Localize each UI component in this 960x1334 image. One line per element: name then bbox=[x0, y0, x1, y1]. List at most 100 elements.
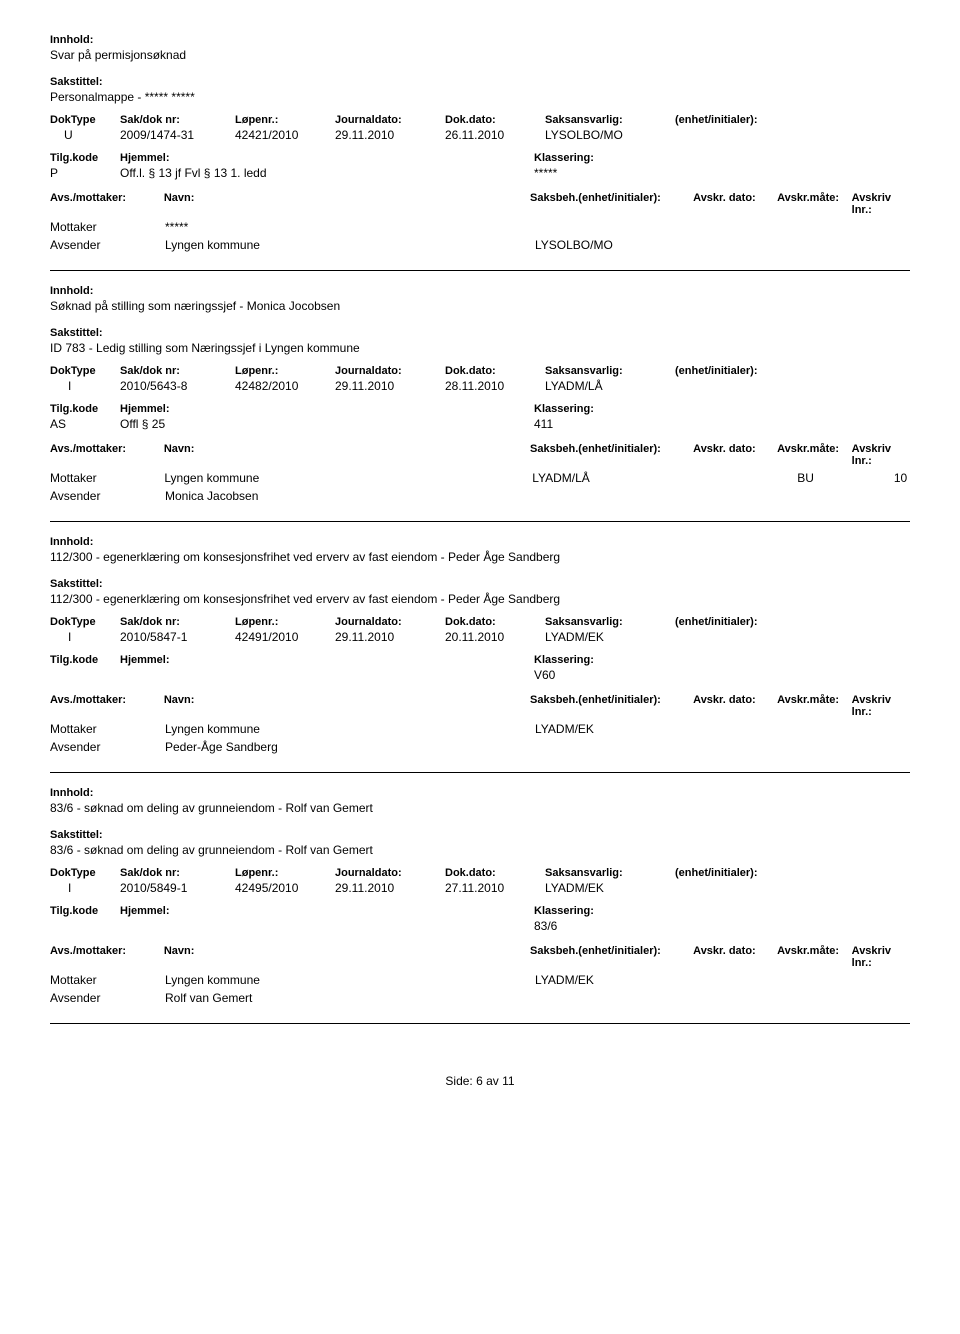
dokdato-header: Dok.dato: bbox=[445, 365, 545, 377]
sakstittel-text: ID 783 - Ledig stilling som Næringssjef … bbox=[50, 341, 910, 355]
party-row: Avsender Rolf van Gemert bbox=[50, 991, 910, 1005]
innhold-label: Innhold: bbox=[50, 34, 910, 46]
dokdato-value: 20.11.2010 bbox=[445, 630, 545, 644]
lopenr-header: Løpenr.: bbox=[235, 114, 335, 126]
party-role: Mottaker bbox=[50, 471, 164, 485]
column-headers: DokType Sak/dok nr: Løpenr.: Journaldato… bbox=[50, 365, 910, 377]
saknr-value: 2010/5643-8 bbox=[120, 379, 235, 393]
saksansvarlig-header: Saksansvarlig: bbox=[545, 616, 675, 628]
sakstittel-label: Sakstittel: bbox=[50, 829, 910, 841]
doktype-header: DokType bbox=[50, 616, 120, 628]
klassering-label: Klassering: bbox=[534, 654, 734, 666]
tilgkode-value: AS bbox=[50, 417, 120, 431]
journaldato-header: Journaldato: bbox=[335, 616, 445, 628]
record-divider bbox=[50, 270, 910, 271]
enhet-header: (enhet/initialer): bbox=[675, 867, 875, 879]
doktype-value: U bbox=[50, 128, 120, 142]
party-saksbeh bbox=[535, 220, 675, 234]
hjemmel-value: Offl § 25 bbox=[120, 417, 534, 431]
innhold-text: Søknad på stilling som næringssjef - Mon… bbox=[50, 299, 910, 313]
doktype-header: DokType bbox=[50, 867, 120, 879]
party-role: Mottaker bbox=[50, 722, 165, 736]
journaldato-header: Journaldato: bbox=[335, 867, 445, 879]
saksansvarlig-value: LYADM/EK bbox=[545, 881, 675, 895]
tilg-row: Tilg.kode Hjemmel: Klassering: bbox=[50, 905, 910, 917]
data-row: U 2009/1474-31 42421/2010 29.11.2010 26.… bbox=[50, 128, 910, 142]
navn-label: Navn: bbox=[164, 443, 530, 467]
party-row: Mottaker Lyngen kommune LYADM/EK bbox=[50, 973, 910, 987]
sakstittel-label: Sakstittel: bbox=[50, 76, 910, 88]
record-divider bbox=[50, 521, 910, 522]
innhold-text: 83/6 - søknad om deling av grunneiendom … bbox=[50, 801, 910, 815]
saknr-header: Sak/dok nr: bbox=[120, 114, 235, 126]
avskrdato-label: Avskr. dato: bbox=[693, 443, 777, 467]
tilg-data-row: AS Offl § 25 411 bbox=[50, 417, 910, 431]
journaldato-value: 29.11.2010 bbox=[335, 881, 445, 895]
hjemmel-value bbox=[120, 919, 534, 933]
party-header-row: Avs./mottaker: Navn: Saksbeh.(enhet/init… bbox=[50, 945, 910, 969]
party-header-row: Avs./mottaker: Navn: Saksbeh.(enhet/init… bbox=[50, 694, 910, 718]
tilg-row: Tilg.kode Hjemmel: Klassering: bbox=[50, 654, 910, 666]
saksbeh-label: Saksbeh.(enhet/initialer): bbox=[530, 945, 693, 969]
party-navn: Rolf van Gemert bbox=[165, 991, 535, 1005]
column-headers: DokType Sak/dok nr: Løpenr.: Journaldato… bbox=[50, 114, 910, 126]
tilgkode-label: Tilg.kode bbox=[50, 654, 120, 666]
avsmottaker-label: Avs./mottaker: bbox=[50, 694, 164, 718]
avskrivlnr-label: Avskriv lnr.: bbox=[852, 192, 910, 216]
saksbeh-label: Saksbeh.(enhet/initialer): bbox=[530, 192, 693, 216]
journaldato-header: Journaldato: bbox=[335, 114, 445, 126]
journal-record: Innhold: Svar på permisjonsøknad Sakstit… bbox=[50, 34, 910, 271]
enhet-header: (enhet/initialer): bbox=[675, 616, 875, 628]
hjemmel-label: Hjemmel: bbox=[120, 905, 534, 917]
lopenr-header: Løpenr.: bbox=[235, 616, 335, 628]
journal-record: Innhold: 83/6 - søknad om deling av grun… bbox=[50, 787, 910, 1024]
journaldato-value: 29.11.2010 bbox=[335, 630, 445, 644]
party-saksbeh: LYADM/LÅ bbox=[532, 471, 707, 485]
page-footer: Side: 6 av 11 bbox=[50, 1074, 910, 1088]
saksansvarlig-value: LYADM/EK bbox=[545, 630, 675, 644]
party-saksbeh: LYSOLBO/MO bbox=[535, 238, 675, 252]
saksansvarlig-header: Saksansvarlig: bbox=[545, 114, 675, 126]
avsmottaker-label: Avs./mottaker: bbox=[50, 945, 164, 969]
lopenr-value: 42491/2010 bbox=[235, 630, 335, 644]
avskrdato-label: Avskr. dato: bbox=[693, 945, 777, 969]
tilg-data-row: P Off.l. § 13 jf Fvl § 13 1. ledd ***** bbox=[50, 166, 910, 180]
party-header-row: Avs./mottaker: Navn: Saksbeh.(enhet/init… bbox=[50, 443, 910, 467]
party-avskrmate: BU bbox=[797, 471, 847, 485]
saknr-header: Sak/dok nr: bbox=[120, 867, 235, 879]
avskrivlnr-label: Avskriv lnr.: bbox=[852, 443, 910, 467]
tilgkode-value bbox=[50, 668, 120, 682]
tilgkode-value bbox=[50, 919, 120, 933]
avskrivlnr-label: Avskriv lnr.: bbox=[852, 694, 910, 718]
sakstittel-text: 83/6 - søknad om deling av grunneiendom … bbox=[50, 843, 910, 857]
hjemmel-label: Hjemmel: bbox=[120, 654, 534, 666]
tilg-row: Tilg.kode Hjemmel: Klassering: bbox=[50, 403, 910, 415]
doktype-value: I bbox=[50, 881, 120, 895]
tilg-data-row: V60 bbox=[50, 668, 910, 682]
avsmottaker-label: Avs./mottaker: bbox=[50, 443, 164, 467]
column-headers: DokType Sak/dok nr: Løpenr.: Journaldato… bbox=[50, 867, 910, 879]
doktype-value: I bbox=[50, 379, 120, 393]
party-navn: Lyngen kommune bbox=[165, 973, 535, 987]
avskrmate-label: Avskr.måte: bbox=[777, 443, 852, 467]
party-navn: Lyngen kommune bbox=[165, 238, 535, 252]
hjemmel-value: Off.l. § 13 jf Fvl § 13 1. ledd bbox=[120, 166, 534, 180]
party-avskrlnr: 10 bbox=[847, 471, 907, 485]
sakstittel-text: Personalmappe - ***** ***** bbox=[50, 90, 910, 104]
party-navn: Lyngen kommune bbox=[165, 722, 535, 736]
lopenr-value: 42482/2010 bbox=[235, 379, 335, 393]
hjemmel-label: Hjemmel: bbox=[120, 152, 534, 164]
avskrivlnr-label: Avskriv lnr.: bbox=[852, 945, 910, 969]
party-row: Avsender Lyngen kommune LYSOLBO/MO bbox=[50, 238, 910, 252]
party-row: Mottaker Lyngen kommune LYADM/EK bbox=[50, 722, 910, 736]
enhet-header: (enhet/initialer): bbox=[675, 365, 875, 377]
klassering-value: 411 bbox=[534, 417, 734, 431]
dokdato-value: 26.11.2010 bbox=[445, 128, 545, 142]
hjemmel-value bbox=[120, 668, 534, 682]
saksbeh-label: Saksbeh.(enhet/initialer): bbox=[530, 443, 693, 467]
innhold-label: Innhold: bbox=[50, 536, 910, 548]
klassering-label: Klassering: bbox=[534, 403, 734, 415]
tilgkode-value: P bbox=[50, 166, 120, 180]
navn-label: Navn: bbox=[164, 694, 530, 718]
party-navn: Peder-Åge Sandberg bbox=[165, 740, 535, 754]
